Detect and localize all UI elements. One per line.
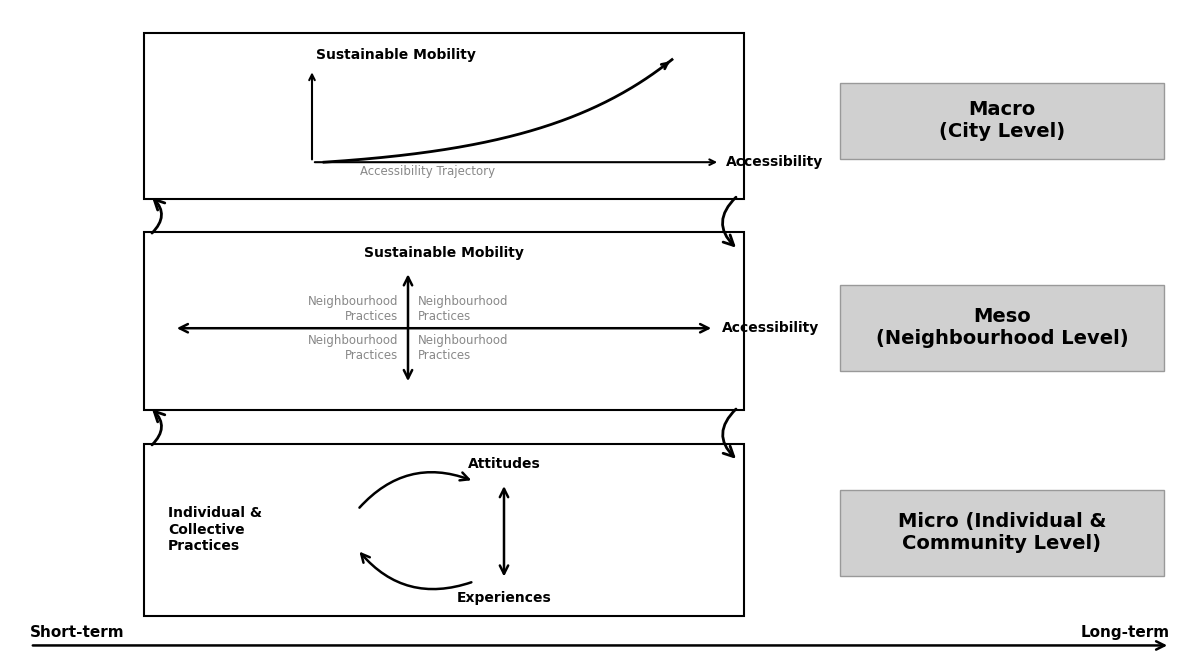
Text: Accessibility: Accessibility [722, 321, 820, 335]
Text: Meso
(Neighbourhood Level): Meso (Neighbourhood Level) [876, 307, 1128, 348]
FancyBboxPatch shape [144, 232, 744, 410]
Text: Neighbourhood
Practices: Neighbourhood Practices [308, 295, 398, 323]
Text: Sustainable Mobility: Sustainable Mobility [364, 246, 524, 260]
Text: Individual &
Collective
Practices: Individual & Collective Practices [168, 506, 262, 553]
Text: Neighbourhood
Practices: Neighbourhood Practices [308, 334, 398, 361]
Text: Short-term: Short-term [30, 625, 125, 640]
Text: Accessibility Trajectory: Accessibility Trajectory [360, 166, 496, 179]
Text: Macro
(City Level): Macro (City Level) [938, 101, 1066, 141]
FancyBboxPatch shape [840, 285, 1164, 371]
FancyBboxPatch shape [840, 490, 1164, 576]
Text: Long-term: Long-term [1081, 625, 1170, 640]
Text: Neighbourhood
Practices: Neighbourhood Practices [418, 295, 508, 323]
Text: Attitudes: Attitudes [468, 457, 540, 471]
Text: Accessibility: Accessibility [726, 155, 823, 169]
FancyBboxPatch shape [840, 83, 1164, 159]
Text: Micro (Individual &
Community Level): Micro (Individual & Community Level) [898, 512, 1106, 553]
FancyBboxPatch shape [144, 33, 744, 199]
FancyBboxPatch shape [144, 444, 744, 616]
Text: Neighbourhood
Practices: Neighbourhood Practices [418, 334, 508, 361]
Text: Sustainable Mobility: Sustainable Mobility [316, 48, 476, 62]
Text: Experiences: Experiences [457, 591, 551, 605]
